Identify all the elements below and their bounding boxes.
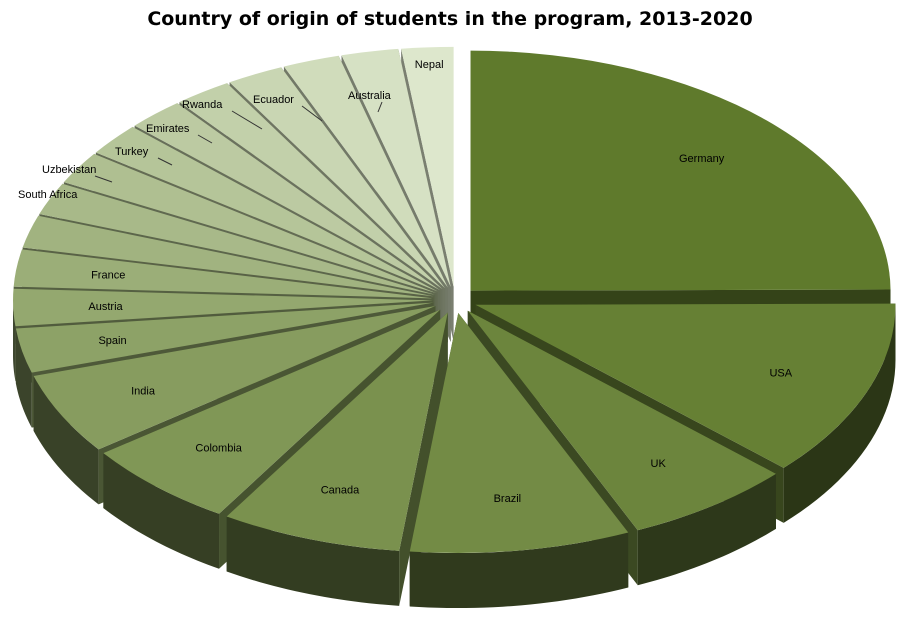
slice-label-uk: UK — [651, 458, 667, 470]
label-leader-line — [197, 134, 213, 144]
label-leader-line — [377, 101, 383, 113]
slice-label-emirates: Emirates — [146, 123, 190, 135]
pie-slice-brazil — [409, 313, 629, 609]
slice-label-turkey: Turkey — [115, 146, 149, 158]
pie-slice-side — [103, 453, 220, 569]
slice-label-usa: USA — [769, 368, 792, 380]
slice-label-brazil: Brazil — [494, 493, 522, 505]
slice-label-austria: Austria — [88, 301, 123, 313]
slice-label-australia: Australia — [348, 90, 392, 102]
label-leader-line — [231, 110, 263, 130]
slice-label-india: India — [131, 385, 156, 397]
pie-slice-top — [39, 183, 435, 295]
slice-label-canada: Canada — [321, 484, 360, 496]
pie-slice-top — [103, 309, 441, 514]
pie-slice-top — [409, 313, 629, 554]
slice-label-ecuador: Ecuador — [253, 94, 294, 106]
pie-slice-side — [637, 473, 776, 586]
pie-slice-top — [134, 103, 441, 291]
slice-label-nepal: Nepal — [415, 59, 444, 71]
label-leader-line — [157, 157, 173, 166]
pie-slice-side — [33, 375, 99, 505]
pie-slice-side — [783, 304, 896, 523]
pie-slice-canada — [226, 312, 448, 606]
label-leader-line — [94, 175, 113, 183]
slice-label-rwanda: Rwanda — [182, 99, 223, 111]
label-leader-line — [301, 105, 323, 122]
pie-slice-wall — [399, 312, 448, 606]
pie-slice-top — [22, 215, 434, 297]
pie-slice-top — [63, 153, 437, 294]
pie-slice-top — [467, 310, 776, 531]
slice-label-france: France — [91, 270, 125, 282]
pie-slice-germany — [470, 50, 891, 346]
slice-label-spain: Spain — [98, 335, 126, 347]
pie-slice-top — [341, 48, 451, 288]
pie-slice-side — [15, 328, 32, 428]
chart-title: Country of origin of students in the pro… — [147, 8, 753, 30]
pie-slice-side — [409, 532, 629, 609]
pie-slice-side — [226, 516, 400, 606]
slice-label-germany: Germany — [679, 153, 725, 165]
pie-slice-top — [95, 126, 438, 292]
pie-slice-top — [226, 312, 448, 551]
slice-label-colombia: Colombia — [195, 443, 242, 455]
slice-label-south-africa: South Africa — [18, 189, 78, 201]
pie-slice-top — [15, 302, 434, 373]
pie-slice-side — [13, 300, 16, 382]
pie-slice-top — [475, 303, 896, 468]
pie-slice-top — [229, 67, 446, 289]
pie-slice-top — [179, 83, 443, 290]
pie-slice-top — [283, 55, 448, 288]
pie-slice-top — [33, 305, 436, 450]
pie-slice-top — [470, 50, 891, 291]
pie-slice-top — [13, 249, 434, 299]
pie-slice-top — [401, 46, 454, 287]
pie-slice-top — [13, 288, 434, 327]
slice-label-uzbekistan: Uzbekistan — [42, 164, 96, 176]
